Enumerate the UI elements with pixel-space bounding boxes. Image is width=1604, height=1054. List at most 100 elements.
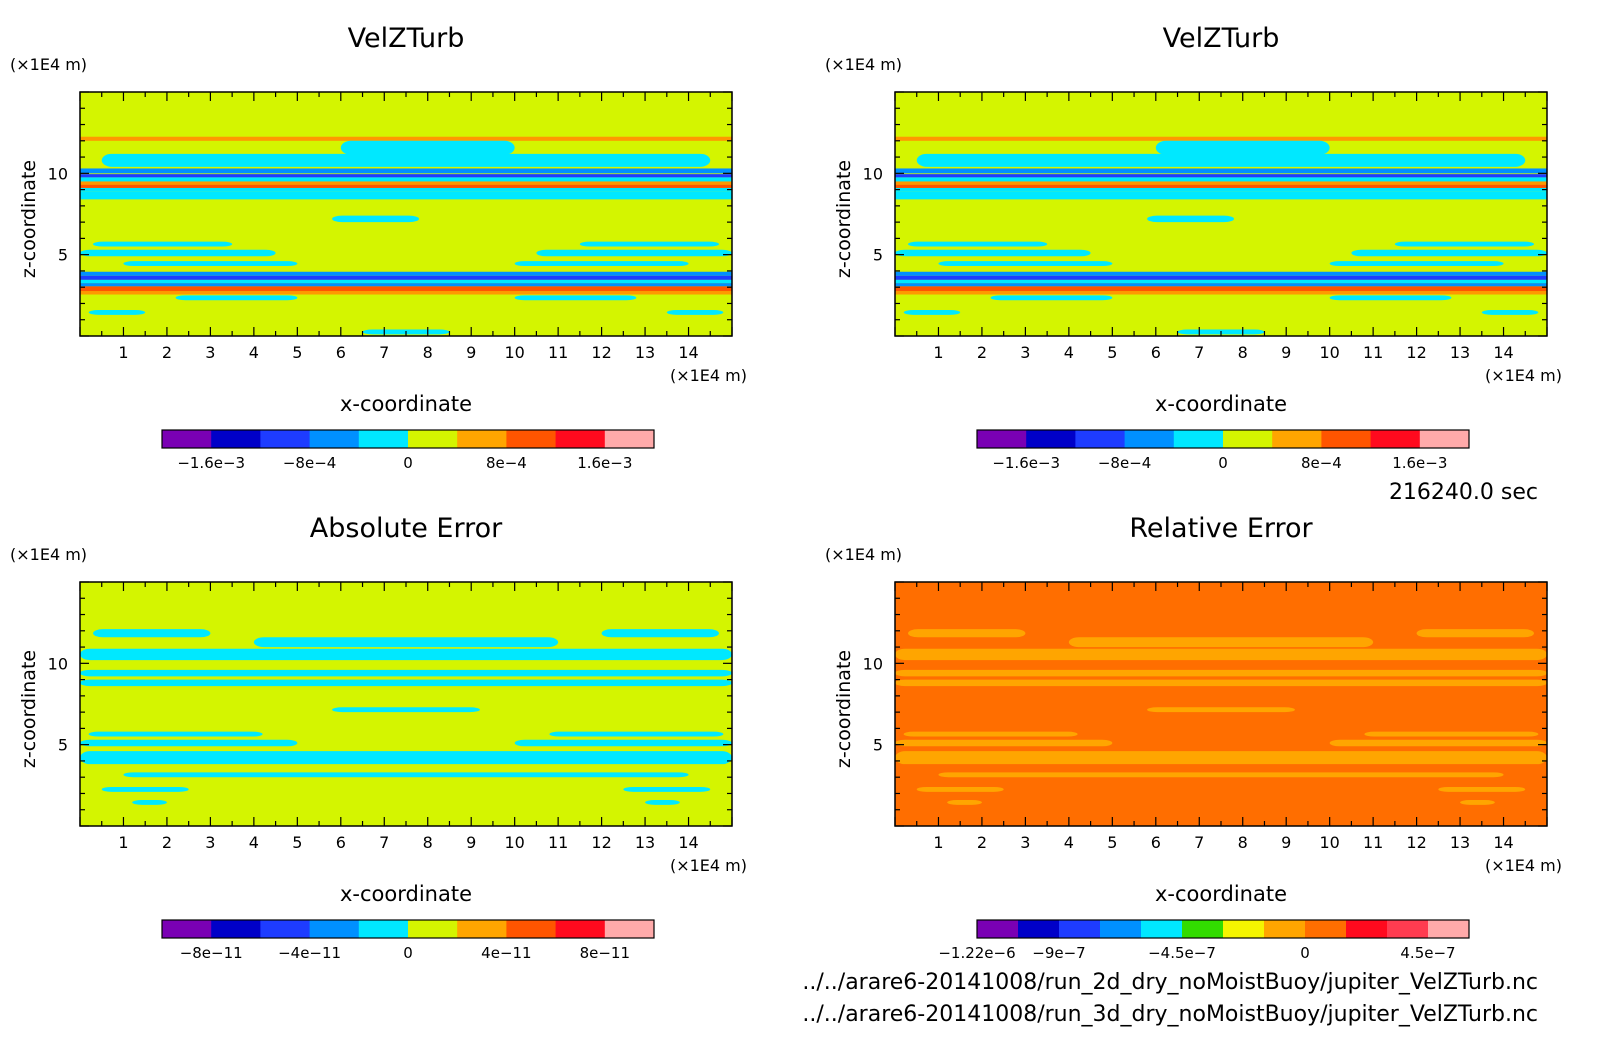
contour-band [895,739,1113,747]
contour-band [80,249,276,257]
colorbar-swatch [1223,430,1273,448]
colorbar-swatch [1141,920,1183,938]
contour-band [623,786,711,792]
colorbar-swatch [555,920,606,938]
x-tick-label: 13 [635,833,655,852]
contour-band [1438,786,1526,792]
contour-band [666,309,724,315]
x-tick-label: 2 [977,343,987,362]
x-tick-label: 11 [1363,343,1383,362]
contour-band [1329,295,1452,301]
x-axis-label: x-coordinate [340,882,472,906]
chart-title: VelZTurb [1163,23,1280,54]
contour-band [536,249,732,257]
contour-band [1460,799,1495,805]
colorbar-swatch [1223,920,1265,938]
x-unit-label: (×1E4 m) [1485,856,1562,875]
colorbar-swatch [1075,430,1126,448]
contour-band [132,799,167,805]
contour-band [80,187,732,192]
x-tick-label: 9 [466,833,476,852]
contour-band [895,184,1547,188]
contour-band [1351,249,1547,257]
contour-band [80,136,732,141]
colorbar-tick-label: −8e−4 [283,454,336,472]
contour-band [916,153,1526,167]
contour-band [895,168,1547,174]
colorbar-swatch [408,430,458,448]
x-tick-label: 1 [118,833,128,852]
colorbar-tick-label: −8e−11 [180,944,243,962]
x-tick-label: 14 [1493,833,1513,852]
contour-band [514,739,732,747]
colorbar-swatch [1173,430,1224,448]
contour-band [340,140,515,155]
contour-band [1364,731,1539,737]
contour-band [80,283,732,287]
field-background [80,92,732,336]
colorbar-tick-label: 0 [403,454,413,472]
colorbar-swatch [408,920,458,938]
contour-band [947,799,982,805]
colorbar-tick-label: −4e−11 [278,944,341,962]
contour-band [895,286,1547,292]
colorbar-swatch [1264,920,1306,938]
colorbar-tick-label: −1.6e−3 [992,454,1060,472]
contour-band [514,261,689,267]
contour-band [1416,629,1534,638]
colorbar-swatch [309,920,360,938]
colorbar-swatch [555,430,606,448]
x-tick-label: 3 [1020,343,1030,362]
contour-band [895,249,1091,257]
chart-title: VelZTurb [348,23,465,54]
x-tick-label: 10 [1319,833,1339,852]
contour-band [1147,215,1235,223]
x-tick-label: 12 [591,833,611,852]
x-tick-label: 5 [1107,343,1117,362]
y-axis-label: z-coordinate [18,650,40,768]
x-tick-label: 4 [249,833,259,852]
colorbar-tick-label: −9e−7 [1032,944,1085,962]
x-tick-label: 7 [1194,343,1204,362]
colorbar-swatch [1059,920,1101,938]
x-tick-label: 7 [379,833,389,852]
chart-title: Relative Error [1129,513,1313,544]
contour-band [80,679,732,687]
chart-panel-3: Absolute Error(×1E4 m)1 2 3 4 5 6 7 8 9 10 11 12 13 1… [10,513,747,962]
x-tick-label: 4 [249,343,259,362]
contour-band [80,279,732,284]
contour-band [80,174,732,178]
x-tick-label: 5 [292,343,302,362]
contour-band [895,679,1547,687]
time-label: 216240.0 sec [1388,480,1538,505]
contour-band [903,731,1078,737]
colorbar-swatch [358,430,409,448]
contour-band [916,786,1004,792]
chart-panel-4: Relative Error(×1E4 m)1 2 3 4 5 6 7 8 9 10 11 12 13 1… [825,513,1562,962]
colorbar-swatch [457,430,507,448]
colorbar-swatch [1272,430,1322,448]
contour-band [895,283,1547,287]
colorbar-swatch [1124,430,1175,448]
contour-band [80,181,732,185]
contour-band [80,291,732,295]
contour-band [514,295,637,301]
colorbar-frame [976,429,1470,449]
x-tick-label: 10 [504,833,524,852]
colorbar-swatch [1100,920,1142,938]
colorbar-swatch [1419,430,1470,448]
colorbar-swatch [977,920,1019,938]
contour-band [895,279,1547,284]
y-axis-label: z-coordinate [833,650,855,768]
colorbar-frame [161,919,655,939]
chart-panel-2: VelZTurb(×1E4 m)1 2 3 4 5 6 7 8 9 10 11 12 13 14510(×… [825,23,1562,472]
contour-band [895,669,1547,677]
colorbar-swatch [162,430,212,448]
x-tick-label: 8 [1238,833,1248,852]
colorbar-swatch [1018,920,1060,938]
x-tick-label: 5 [292,833,302,852]
colorbar-tick-label: −1.22e−6 [938,944,1015,962]
y-tick-label: 10 [863,164,883,183]
y-tick-label: 5 [873,246,883,265]
